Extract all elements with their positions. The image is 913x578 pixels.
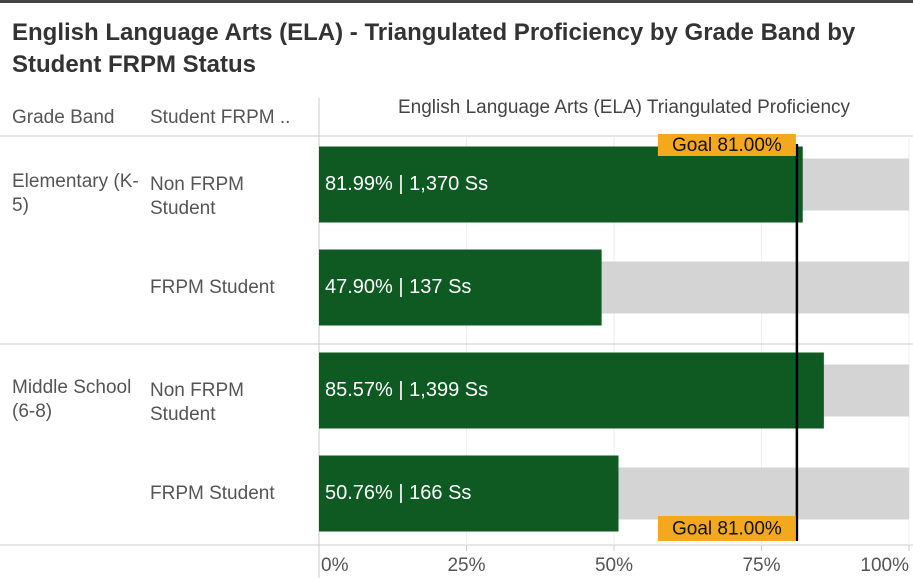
group-label: Elementary (K-5) xyxy=(12,171,139,216)
x-tick-label: 25% xyxy=(447,555,485,576)
goal-label-box xyxy=(657,516,796,541)
bar xyxy=(319,146,803,223)
x-tick-label: 0% xyxy=(321,555,349,576)
category-label: Non FRPM Student xyxy=(150,173,244,219)
chart-title: English Language Arts (ELA) - Triangulat… xyxy=(12,19,856,78)
group-label: Middle School (6-8) xyxy=(12,377,132,422)
bar xyxy=(319,455,619,532)
x-axis-title: English Language Arts (ELA) Triangulated… xyxy=(398,97,851,118)
category-label: FRPM Student xyxy=(150,276,275,298)
plot: English Language Arts (ELA) Triangulated… xyxy=(0,97,913,578)
goal-label-box xyxy=(657,134,796,156)
x-tick-label: 50% xyxy=(595,555,633,576)
value-label: 81.99% | 1,370 Ss xyxy=(325,173,488,195)
x-tick-label: 75% xyxy=(742,555,780,576)
goal-label: Goal 81.00% xyxy=(672,519,782,540)
category-label: Non FRPM Student xyxy=(150,379,244,425)
goal-label: Goal 81.00% xyxy=(672,135,782,156)
category-label: FRPM Student xyxy=(150,482,275,504)
column-header: Grade Band xyxy=(12,107,115,128)
bar xyxy=(319,249,602,326)
value-label: 50.76% | 166 Ss xyxy=(325,482,471,504)
bar xyxy=(319,352,824,429)
column-header: Student FRPM .. xyxy=(150,107,291,128)
x-tick-label: 100% xyxy=(860,555,909,576)
value-label: 47.90% | 137 Ss xyxy=(325,276,471,298)
value-label: 85.57% | 1,399 Ss xyxy=(325,379,488,401)
